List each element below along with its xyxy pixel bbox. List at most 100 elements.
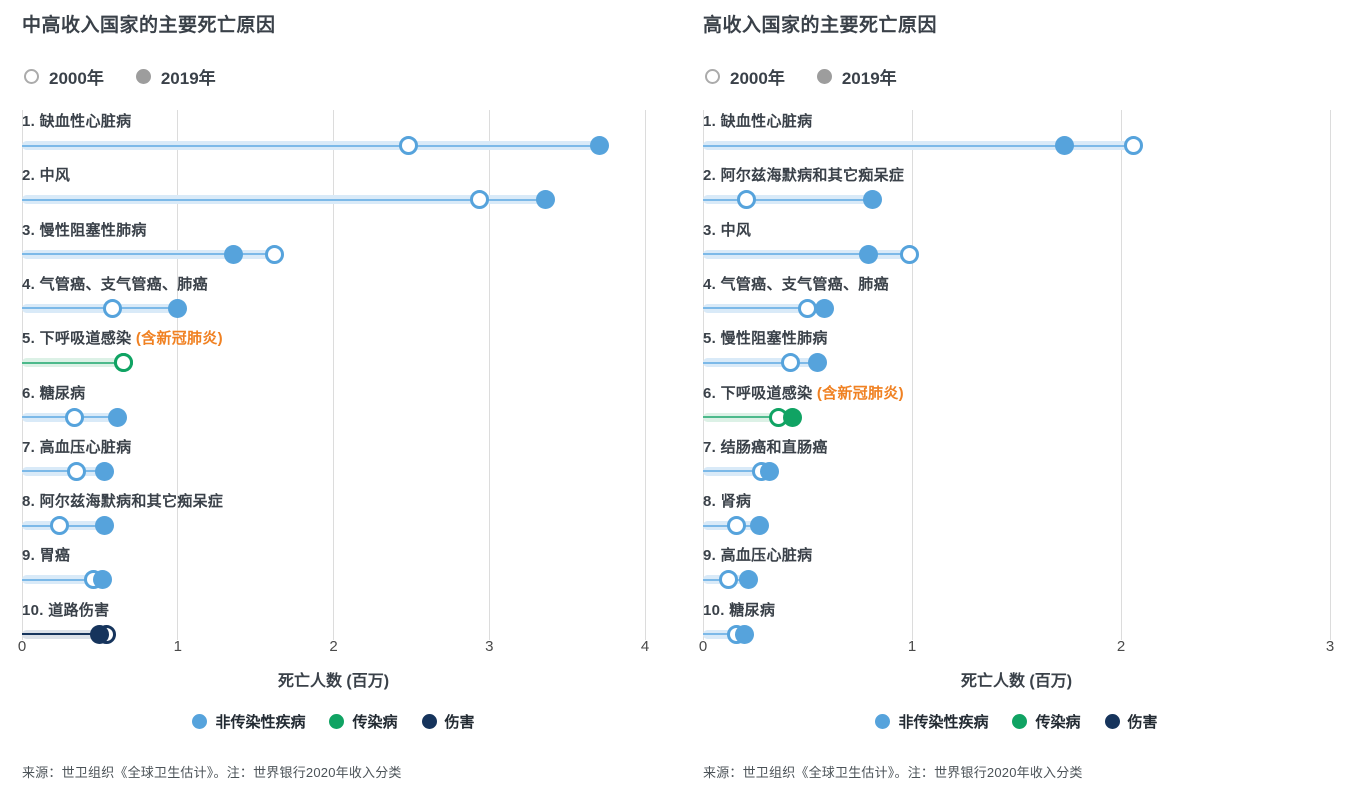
x-axis-label: 死亡人数 (百万) bbox=[960, 673, 1073, 690]
marker-2000-icon bbox=[726, 516, 746, 536]
row-label: 2. 阿尔兹海默病和其它痴呆症 bbox=[703, 167, 905, 185]
legend-item-noncommunicable: 非传染性疾病 bbox=[192, 711, 305, 732]
x-tick-label: 0 bbox=[698, 638, 708, 655]
marker-2000-icon bbox=[49, 516, 69, 536]
year-legend-item-2019: 2019年 bbox=[816, 64, 897, 89]
year-legend: 2000年 2019年 bbox=[705, 64, 897, 89]
year-2019-label: 2019年 bbox=[160, 69, 216, 88]
row-line bbox=[22, 578, 103, 581]
marker-2000-icon bbox=[113, 353, 133, 373]
noncommunicable-dot-icon bbox=[875, 714, 891, 729]
gridline bbox=[488, 110, 490, 640]
marker-2019-icon bbox=[749, 516, 769, 536]
row-label: 8. 肾病 bbox=[703, 493, 752, 511]
row-label: 1. 缺血性心脏病 bbox=[703, 113, 813, 130]
marker-2000-icon bbox=[264, 244, 284, 264]
row-line bbox=[22, 470, 105, 473]
chart-title: 高收入国家的主要死亡原因 bbox=[703, 15, 938, 36]
year-legend: 2000年 2019年 bbox=[24, 64, 216, 89]
marker-2019-icon bbox=[168, 298, 188, 318]
source-note: 来源：世卫组织《全球卫生估计》。注：世界银行2020年收入分类 bbox=[703, 765, 1083, 780]
marker-2019-icon bbox=[858, 244, 878, 264]
open-circle-icon bbox=[24, 69, 39, 84]
marker-2019-icon bbox=[814, 298, 834, 318]
marker-2000-icon bbox=[65, 407, 85, 427]
marker-2019-icon bbox=[735, 624, 755, 644]
marker-2000-icon bbox=[718, 570, 738, 590]
gridline bbox=[21, 110, 23, 640]
legend-label: 非传染性疾病 bbox=[215, 714, 306, 731]
filled-circle-icon bbox=[135, 69, 151, 84]
legend-item-noncommunicable: 非传染性疾病 bbox=[875, 711, 988, 732]
communicable-dot-icon bbox=[329, 714, 345, 729]
legend-item-communicable: 传染病 bbox=[329, 711, 398, 732]
marker-2000-icon bbox=[102, 298, 122, 318]
row-label: 3. 中风 bbox=[703, 221, 752, 239]
legend-label: 伤害 bbox=[444, 714, 475, 731]
marker-2019-icon bbox=[95, 461, 115, 481]
marker-2000-icon bbox=[900, 244, 920, 264]
x-axis-ticks: 0 1 2 3 bbox=[699, 638, 1334, 658]
row-line bbox=[703, 633, 745, 636]
x-tick-label: 2 bbox=[329, 638, 338, 655]
marker-2019-icon bbox=[90, 624, 110, 644]
gridline bbox=[1329, 110, 1331, 640]
x-tick-label: 4 bbox=[640, 638, 650, 655]
marker-2019-icon bbox=[760, 461, 780, 481]
year-legend-item-2000: 2000年 bbox=[24, 64, 104, 89]
row-line bbox=[22, 361, 124, 364]
legend-label: 传染病 bbox=[1035, 714, 1081, 731]
gridline bbox=[333, 110, 334, 640]
chart-panel-high-income: 高收入国家的主要死亡原因 2000年 2019年 1. 缺血性心脏病 2. 阿尔兹… bbox=[699, 8, 1334, 796]
year-legend-item-2019: 2019年 bbox=[135, 64, 216, 89]
x-tick-label: 1 bbox=[907, 638, 917, 655]
noncommunicable-dot-icon bbox=[192, 714, 208, 729]
marker-2000-icon bbox=[67, 461, 86, 481]
marker-2019-icon bbox=[783, 407, 803, 427]
marker-2019-icon bbox=[739, 570, 759, 590]
communicable-dot-icon bbox=[1012, 714, 1028, 729]
marker-2000-icon bbox=[398, 136, 418, 155]
x-tick-label: 0 bbox=[17, 638, 27, 655]
row-line bbox=[703, 470, 770, 473]
plot-area: 1. 缺血性心脏病 2. 阿尔兹海默病和其它痴呆症 3. 中风 4. 气管癌、支气管癌… bbox=[702, 110, 1331, 644]
row-line bbox=[703, 307, 825, 310]
marker-2019-icon bbox=[224, 244, 244, 264]
source-note: 来源：世卫组织《全球卫生估计》。注：世界银行2020年收入分类 bbox=[22, 765, 402, 780]
row-label: 7. 高血压心脏病 bbox=[22, 438, 132, 456]
marker-2019-icon bbox=[808, 353, 828, 373]
marker-2019-icon bbox=[862, 190, 882, 210]
filled-circle-icon bbox=[816, 69, 832, 84]
covid-note: (含新冠肺炎) bbox=[812, 384, 904, 402]
legend-label: 非传染性疾病 bbox=[898, 714, 989, 731]
marker-2019-icon bbox=[93, 570, 113, 590]
row-line bbox=[703, 253, 910, 256]
row-label: 4. 气管癌、支气管癌、肺癌 bbox=[22, 275, 208, 293]
gridline bbox=[702, 110, 704, 640]
year-2000-label: 2000年 bbox=[49, 69, 104, 88]
x-tick-label: 3 bbox=[485, 638, 494, 655]
category-legend: 非传染性疾病 传染病 伤害 bbox=[22, 711, 645, 732]
category-legend: 非传染性疾病 传染病 伤害 bbox=[703, 711, 1330, 732]
x-axis-ticks: 0 1 2 3 4 bbox=[18, 638, 649, 658]
covid-note: (含新冠肺炎) bbox=[131, 330, 223, 348]
injuries-dot-icon bbox=[421, 714, 437, 729]
row-label: 3. 慢性阻塞性肺病 bbox=[22, 221, 147, 239]
year-2000-label: 2000年 bbox=[730, 69, 785, 88]
marker-2019-icon bbox=[1055, 136, 1075, 155]
marker-2000-icon bbox=[470, 190, 490, 210]
injuries-dot-icon bbox=[1104, 714, 1120, 729]
row-label: 9. 高血压心脏病 bbox=[703, 547, 813, 565]
gridline bbox=[1120, 110, 1122, 640]
row-label: 6. 糖尿病 bbox=[22, 384, 86, 402]
row-label: 1. 缺血性心脏病 bbox=[22, 113, 132, 130]
open-circle-icon bbox=[705, 69, 720, 84]
row-label: 9. 胃癌 bbox=[22, 547, 71, 565]
x-axis-label: 死亡人数 (百万) bbox=[277, 673, 390, 690]
legend-item-injuries: 伤害 bbox=[1104, 711, 1158, 732]
row-label: 5. 慢性阻塞性肺病 bbox=[703, 330, 828, 348]
legend-item-injuries: 伤害 bbox=[421, 711, 475, 732]
row-label: 10. 道路伤害 bbox=[22, 601, 110, 619]
x-tick-label: 3 bbox=[1325, 638, 1335, 655]
row-line bbox=[703, 416, 793, 418]
